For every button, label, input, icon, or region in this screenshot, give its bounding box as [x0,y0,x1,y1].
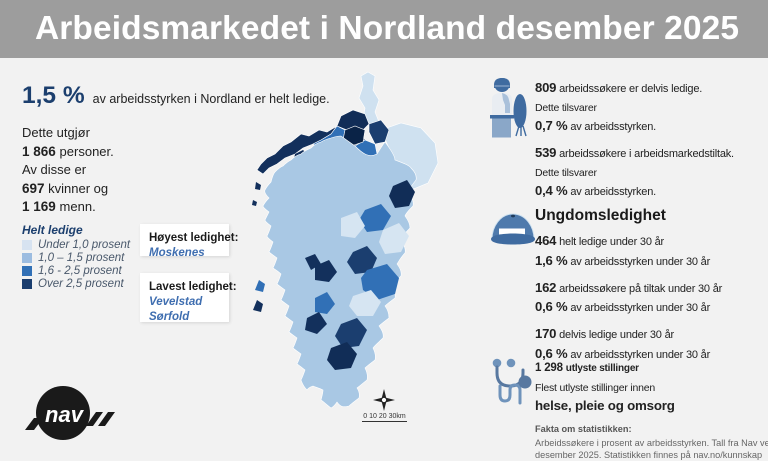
svg-text:nav: nav [45,402,85,427]
